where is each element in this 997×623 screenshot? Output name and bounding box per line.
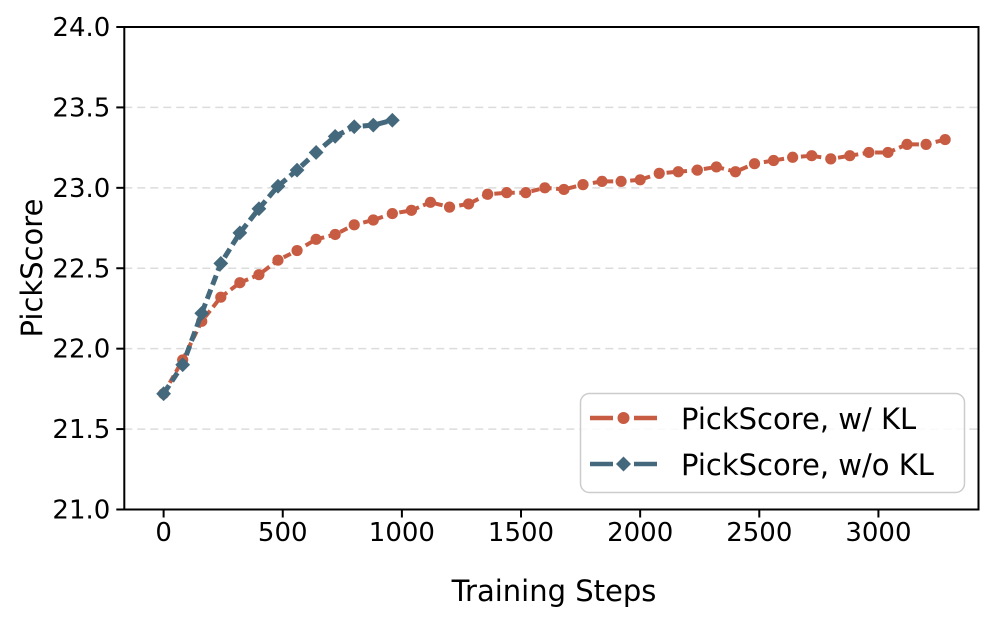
data-point-circle [539, 182, 551, 194]
legend-circle-marker-icon [617, 412, 630, 424]
data-point-circle [596, 175, 608, 187]
x-tick-label: 1500 [488, 518, 554, 548]
legend-label-w-kl: PickScore, w/ KL [681, 402, 916, 436]
data-point-circle [939, 133, 951, 146]
x-tick-label: 2000 [607, 518, 673, 548]
legend-entry-wo-kl: PickScore, w/o KL [590, 448, 934, 482]
data-point-circle [424, 196, 437, 208]
y-tick-label: 23.5 [52, 93, 110, 123]
plot-area: 0 500 1000 1500 2000 2500 3000 21.0 21.5 22.0 22.5… [52, 13, 980, 548]
data-point-circle [615, 175, 627, 187]
data-point-circle [787, 151, 799, 163]
data-point-circle [291, 244, 303, 257]
data-point-circle [729, 166, 742, 178]
data-point-circle [348, 219, 360, 231]
legend-entry-w-kl: PickScore, w/ KL [590, 402, 916, 436]
legend-box [579, 392, 966, 494]
data-point-diamond [384, 112, 400, 128]
data-point-diamond [365, 117, 381, 133]
data-point-circle [844, 150, 856, 162]
data-point-circle [882, 146, 894, 159]
data-point-diamond [156, 386, 172, 402]
data-point-circle [920, 138, 932, 151]
legend-label-wo-kl: PickScore, w/o KL [681, 448, 934, 482]
data-point-circle [806, 150, 818, 162]
data-point-diamond [346, 119, 362, 135]
data-point-diamond [327, 128, 343, 144]
x-tick-label: 0 [155, 518, 172, 548]
y-tick-label: 22.5 [52, 254, 110, 284]
data-point-circle [672, 166, 684, 178]
x-axis-label: Training Steps [451, 574, 657, 608]
y-tick-label: 23.0 [52, 174, 110, 204]
data-point-circle [272, 254, 284, 266]
data-point-circle [653, 167, 665, 179]
y-axis-label: PickScore [15, 199, 49, 338]
data-point-diamond [213, 256, 229, 271]
data-point-circle [329, 228, 341, 241]
x-tick-label: 1000 [369, 518, 435, 548]
data-point-circle [748, 158, 761, 170]
series-line-w-kl [161, 137, 946, 395]
legend: PickScore, w/ KL PickScore, w/o KL [579, 392, 966, 494]
data-point-diamond [194, 305, 210, 321]
x-tick-label: 3000 [845, 518, 911, 548]
data-point-circle [443, 201, 456, 213]
data-point-circle [215, 291, 227, 303]
y-tick-label: 21.5 [52, 415, 110, 445]
data-point-circle [310, 233, 322, 245]
legend-diamond-marker-icon [616, 456, 631, 472]
data-point-diamond [232, 225, 248, 241]
data-point-circle [901, 138, 913, 151]
data-point-circle [463, 198, 475, 210]
y-tick-label: 22.0 [52, 335, 110, 365]
data-point-circle [253, 269, 265, 281]
data-point-circle [634, 174, 646, 186]
data-point-diamond [175, 357, 191, 373]
data-point-circle [501, 187, 513, 199]
data-point-circle [767, 154, 780, 167]
data-point-circle [234, 277, 246, 289]
y-tick-label: 21.0 [52, 496, 110, 526]
data-point-circle [558, 183, 570, 196]
data-point-circle [710, 161, 723, 173]
data-point-circle [520, 187, 532, 199]
y-tick-label: 24.0 [52, 13, 110, 43]
data-point-circle [386, 207, 398, 220]
data-point-circle [577, 179, 589, 191]
x-tick-label: 2500 [726, 518, 792, 548]
data-point-circle [367, 214, 379, 226]
data-point-circle [825, 153, 837, 165]
data-point-diamond [270, 178, 286, 194]
x-tick-label: 500 [258, 518, 308, 548]
data-point-diamond [251, 201, 267, 217]
data-point-circle [482, 188, 494, 200]
data-point-circle [863, 146, 875, 159]
data-point-diamond [308, 145, 324, 160]
data-point-diamond [289, 162, 305, 178]
data-point-circle [405, 204, 418, 216]
data-point-circle [691, 164, 703, 176]
